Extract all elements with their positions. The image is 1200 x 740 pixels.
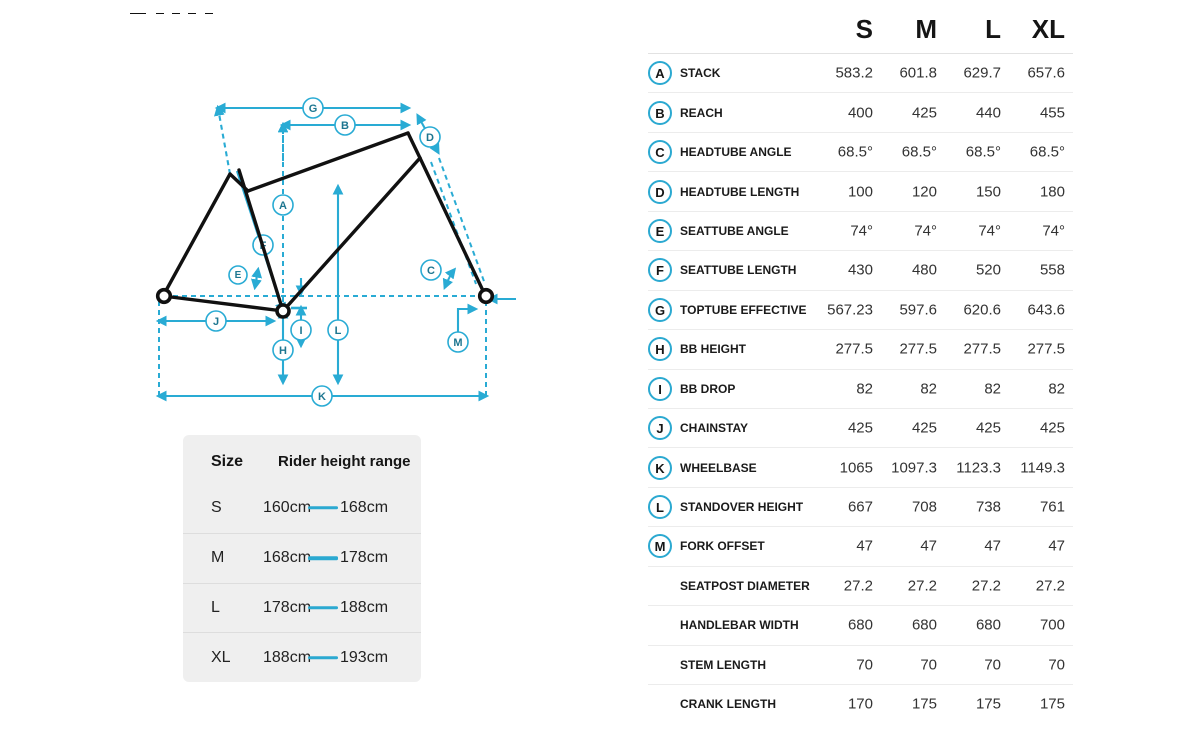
svg-text:I: I — [299, 325, 302, 337]
svg-text:K: K — [318, 391, 326, 403]
svg-text:C: C — [427, 265, 435, 277]
svg-text:E: E — [235, 270, 242, 281]
svg-text:M: M — [453, 337, 462, 349]
svg-text:A: A — [279, 200, 287, 212]
svg-text:J: J — [213, 316, 219, 328]
svg-text:H: H — [279, 345, 287, 357]
svg-text:L: L — [335, 325, 342, 337]
svg-text:G: G — [309, 103, 318, 115]
svg-text:B: B — [341, 120, 349, 132]
svg-text:D: D — [426, 132, 434, 144]
